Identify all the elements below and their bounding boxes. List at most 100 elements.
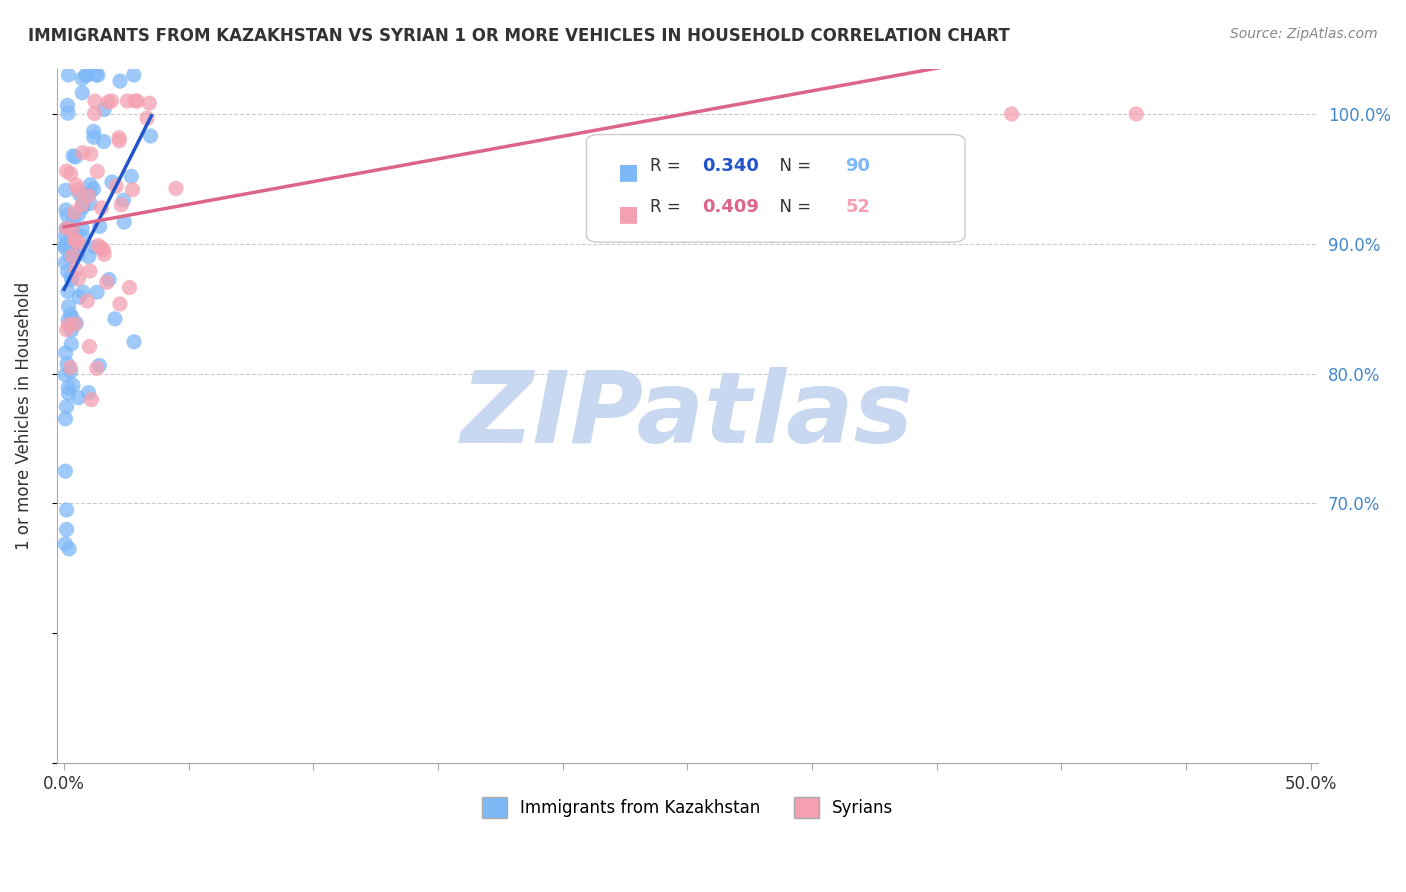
Immigrants from Kazakhstan: [83, 124, 105, 138]
Immigrants from Kazakhstan: [62, 243, 84, 257]
Immigrants from Kazakhstan: [72, 222, 94, 236]
Immigrants from Kazakhstan: [55, 523, 77, 537]
Text: ■: ■: [619, 162, 640, 182]
Immigrants from Kazakhstan: [60, 226, 83, 240]
Syrians: [93, 247, 115, 261]
Syrians: [79, 339, 101, 353]
Syrians: [65, 233, 87, 247]
Immigrants from Kazakhstan: [62, 211, 84, 226]
Immigrants from Kazakhstan: [89, 359, 111, 373]
Immigrants from Kazakhstan: [67, 290, 90, 304]
Text: IMMIGRANTS FROM KAZAKHSTAN VS SYRIAN 1 OR MORE VEHICLES IN HOUSEHOLD CORRELATION: IMMIGRANTS FROM KAZAKHSTAN VS SYRIAN 1 O…: [28, 27, 1010, 45]
Syrians: [1000, 107, 1022, 121]
Syrians: [121, 183, 143, 197]
Immigrants from Kazakhstan: [65, 316, 87, 330]
Immigrants from Kazakhstan: [59, 219, 82, 234]
Text: 52: 52: [845, 198, 870, 217]
Syrians: [80, 147, 103, 161]
Immigrants from Kazakhstan: [86, 285, 108, 300]
Immigrants from Kazakhstan: [79, 196, 101, 211]
Text: Source: ZipAtlas.com: Source: ZipAtlas.com: [1230, 27, 1378, 41]
Syrians: [58, 318, 80, 332]
Syrians: [165, 181, 187, 195]
Immigrants from Kazakhstan: [69, 240, 91, 254]
Immigrants from Kazakhstan: [56, 357, 79, 371]
Immigrants from Kazakhstan: [60, 227, 83, 242]
Syrians: [86, 164, 108, 178]
Syrians: [60, 249, 83, 263]
Syrians: [66, 183, 89, 197]
Syrians: [97, 95, 120, 109]
Immigrants from Kazakhstan: [55, 235, 77, 250]
Immigrants from Kazakhstan: [89, 219, 111, 234]
Immigrants from Kazakhstan: [87, 68, 110, 82]
Immigrants from Kazakhstan: [60, 269, 83, 284]
Immigrants from Kazakhstan: [55, 183, 77, 197]
Syrians: [1125, 107, 1147, 121]
Immigrants from Kazakhstan: [72, 285, 94, 299]
Syrians: [90, 241, 112, 255]
Syrians: [80, 392, 103, 407]
Syrians: [117, 94, 139, 108]
Syrians: [118, 280, 141, 294]
Immigrants from Kazakhstan: [56, 98, 79, 112]
Immigrants from Kazakhstan: [112, 215, 135, 229]
Immigrants from Kazakhstan: [55, 229, 77, 244]
Immigrants from Kazakhstan: [83, 240, 105, 254]
Immigrants from Kazakhstan: [59, 307, 82, 321]
Immigrants from Kazakhstan: [79, 185, 101, 199]
Syrians: [65, 178, 87, 192]
Text: N =: N =: [769, 198, 817, 217]
Immigrants from Kazakhstan: [101, 175, 124, 189]
Syrians: [55, 221, 77, 235]
Syrians: [108, 134, 131, 148]
Immigrants from Kazakhstan: [75, 68, 97, 82]
Immigrants from Kazakhstan: [56, 381, 79, 395]
Immigrants from Kazakhstan: [63, 237, 86, 252]
Immigrants from Kazakhstan: [53, 238, 76, 252]
Immigrants from Kazakhstan: [59, 249, 82, 263]
Immigrants from Kazakhstan: [62, 149, 84, 163]
Text: 0.409: 0.409: [703, 198, 759, 217]
Immigrants from Kazakhstan: [98, 272, 121, 286]
Immigrants from Kazakhstan: [70, 201, 93, 215]
Immigrants from Kazakhstan: [69, 187, 91, 202]
Immigrants from Kazakhstan: [76, 68, 98, 82]
Immigrants from Kazakhstan: [56, 208, 79, 222]
Immigrants from Kazakhstan: [55, 400, 77, 414]
Text: 0.340: 0.340: [703, 157, 759, 175]
Syrians: [76, 293, 98, 308]
Immigrants from Kazakhstan: [83, 130, 105, 145]
Immigrants from Kazakhstan: [67, 207, 90, 221]
Immigrants from Kazakhstan: [55, 503, 77, 517]
Immigrants from Kazakhstan: [108, 74, 131, 88]
Syrians: [108, 130, 131, 145]
Y-axis label: 1 or more Vehicles in Household: 1 or more Vehicles in Household: [15, 282, 32, 550]
Immigrants from Kazakhstan: [56, 313, 79, 327]
Syrians: [59, 167, 82, 181]
Immigrants from Kazakhstan: [120, 169, 142, 184]
Immigrants from Kazakhstan: [58, 68, 80, 82]
Syrians: [124, 94, 146, 108]
Immigrants from Kazakhstan: [58, 299, 80, 313]
Immigrants from Kazakhstan: [55, 345, 77, 359]
Syrians: [110, 198, 132, 212]
Immigrants from Kazakhstan: [72, 198, 94, 212]
Immigrants from Kazakhstan: [56, 285, 79, 299]
Syrians: [87, 238, 110, 252]
Text: ZIPatlas: ZIPatlas: [461, 368, 914, 465]
Immigrants from Kazakhstan: [72, 86, 94, 100]
Immigrants from Kazakhstan: [56, 264, 79, 278]
Immigrants from Kazakhstan: [59, 244, 82, 258]
Immigrants from Kazakhstan: [55, 411, 77, 425]
Text: R =: R =: [650, 157, 686, 175]
Immigrants from Kazakhstan: [55, 202, 77, 217]
Immigrants from Kazakhstan: [79, 178, 101, 192]
Text: 90: 90: [845, 157, 870, 175]
Immigrants from Kazakhstan: [86, 68, 108, 82]
Syrians: [86, 361, 108, 376]
Text: ■: ■: [619, 204, 640, 224]
Immigrants from Kazakhstan: [83, 182, 105, 196]
Syrians: [108, 297, 131, 311]
Immigrants from Kazakhstan: [58, 386, 80, 401]
